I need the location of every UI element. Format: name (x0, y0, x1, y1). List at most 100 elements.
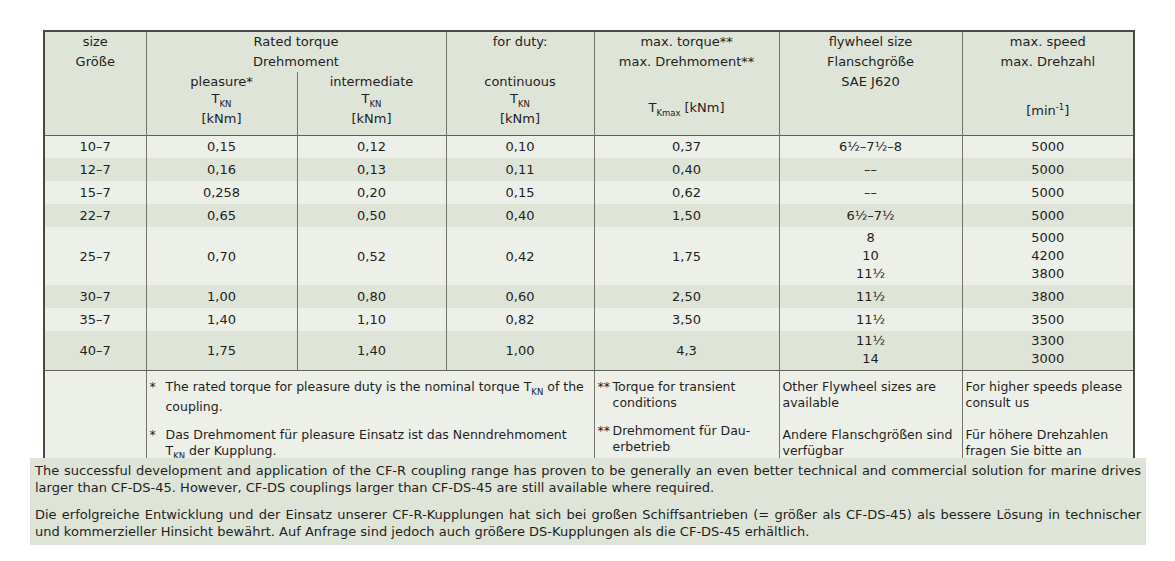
footnote-marker: ** (598, 423, 613, 455)
pleasure-torque-cell: 1,75 (146, 331, 297, 370)
flywheel-size-cell: –– (779, 181, 962, 204)
unit-knm: [kNm] (147, 111, 297, 126)
footnote-speed-en: For higher speeds please consult us (966, 379, 1130, 411)
description-block: The successful development and applicati… (30, 458, 1146, 545)
max-speed-cell: 5000 (962, 135, 1134, 158)
unit-knm: [kNm] (447, 111, 594, 126)
max-torque-cell: 1,75 (594, 227, 779, 285)
pleasure-torque-cell: 1,40 (146, 308, 297, 331)
continuous-torque-cell: 0,42 (446, 227, 594, 285)
table-row-10-7: 10–7 0,15 0,12 0,10 0,37 6½–7½–8 5000 (44, 135, 1134, 158)
unit-knm: [kNm] (298, 111, 446, 126)
header-max-torque-de: max. Drehmoment** (595, 52, 779, 72)
footnote-flywheel-en: Other Flywheel sizes are available (783, 379, 958, 411)
footnote-rated-torque-en: * The rated torque for pleasure duty is … (150, 379, 590, 416)
max-speed-cell: 3800 (962, 285, 1134, 308)
table-header: size Größe Rated torque Drehmoment for d… (44, 31, 1134, 135)
coupling-spec-table: size Größe Rated torque Drehmoment for d… (43, 30, 1135, 478)
header-flywheel-size: flywheel size Flanschgröße SAE J620 (779, 31, 962, 135)
subheader-intermediate-label: intermediate (298, 72, 446, 92)
header-for-duty: for duty: continuous TKN [kNm] (446, 31, 594, 135)
flywheel-size-cell: 6½–7½–8 (779, 135, 962, 158)
unit-min: [min-1] (963, 100, 1134, 118)
subheader-pleasure-label: pleasure* (147, 72, 297, 92)
intermediate-torque-cell: 0,13 (297, 158, 446, 181)
header-size-de: Größe (45, 52, 146, 72)
pleasure-torque-cell: 0,16 (146, 158, 297, 181)
table-row-12-7: 12–7 0,16 0,13 0,11 0,40 –– 5000 (44, 158, 1134, 181)
symbol-tkmax-unit: TKmax[kNm] (595, 100, 779, 121)
flywheel-size-cell: 11½ (779, 308, 962, 331)
subheader-continuous-label: continuous (447, 72, 594, 92)
pleasure-torque-cell: 0,258 (146, 181, 297, 204)
table-row-22-7: 22–7 0,65 0,50 0,40 1,50 6½–7½ 5000 (44, 204, 1134, 227)
size-cell: 12–7 (44, 158, 146, 181)
subheader-intermediate: intermediate TKN [kNm] (297, 72, 446, 135)
header-max-speed-de: max. Drehzahl (963, 52, 1134, 72)
header-for-duty-label: for duty: (447, 32, 594, 52)
flywheel-size-cell: 11½ (779, 285, 962, 308)
table-row-25-7: 25–7 0,70 0,52 0,42 1,75 8 10 11½ 5000 4… (44, 227, 1134, 285)
header-row-1: size Größe Rated torque Drehmoment for d… (44, 31, 1134, 72)
symbol-tkn: TKN (147, 92, 297, 111)
continuous-torque-cell: 0,60 (446, 285, 594, 308)
flywheel-size-cell: –– (779, 158, 962, 181)
max-speed-cell: 3300 3000 (962, 331, 1134, 370)
header-flywheel-standard: SAE J620 (780, 72, 962, 92)
size-cell: 22–7 (44, 204, 146, 227)
intermediate-torque-cell: 1,10 (297, 308, 446, 331)
symbol-tkn: TKN (447, 92, 594, 111)
pleasure-torque-cell: 0,70 (146, 227, 297, 285)
intermediate-torque-cell: 0,20 (297, 181, 446, 204)
max-torque-cell: 0,37 (594, 135, 779, 158)
continuous-torque-cell: 0,11 (446, 158, 594, 181)
continuous-torque-cell: 0,10 (446, 135, 594, 158)
max-torque-cell: 2,50 (594, 285, 779, 308)
max-torque-cell: 3,50 (594, 308, 779, 331)
footnote-marker: * (150, 379, 166, 416)
footnote-max-torque-en: ** Torque for transient conditions (598, 379, 775, 411)
header-rated-torque: Rated torque Drehmoment (146, 31, 446, 72)
flywheel-size-cell: 6½–7½ (779, 204, 962, 227)
continuous-torque-cell: 0,82 (446, 308, 594, 331)
continuous-torque-cell: 1,00 (446, 331, 594, 370)
header-max-torque: max. torque** max. Drehmoment** TKmax[kN… (594, 31, 779, 135)
max-speed-cell: 5000 (962, 204, 1134, 227)
description-paragraph-de: Die erfolgreiche Entwicklung und der Ein… (35, 506, 1141, 540)
header-max-speed: max. speed max. Drehzahl [min-1] (962, 31, 1134, 135)
table-row-15-7: 15–7 0,258 0,20 0,15 0,62 –– 5000 (44, 181, 1134, 204)
header-rated-torque-en: Rated torque (147, 32, 446, 52)
header-max-speed-en: max. speed (963, 32, 1134, 52)
header-max-torque-en: max. torque** (595, 32, 779, 52)
symbol-tkn: TKN (298, 92, 446, 111)
size-cell: 10–7 (44, 135, 146, 158)
max-speed-cell: 3500 (962, 308, 1134, 331)
max-speed-cell: 5000 (962, 158, 1134, 181)
pleasure-torque-cell: 0,15 (146, 135, 297, 158)
intermediate-torque-cell: 0,80 (297, 285, 446, 308)
table-row-35-7: 35–7 1,40 1,10 0,82 3,50 11½ 3500 (44, 308, 1134, 331)
flywheel-size-cell: 8 10 11½ (779, 227, 962, 285)
max-torque-cell: 1,50 (594, 204, 779, 227)
pleasure-torque-cell: 1,00 (146, 285, 297, 308)
header-flywheel-en: flywheel size (780, 32, 962, 52)
intermediate-torque-cell: 0,52 (297, 227, 446, 285)
footnote-max-torque-de: ** Drehmoment für Dau­erbetrieb (598, 423, 775, 455)
max-speed-cell: 5000 (962, 181, 1134, 204)
max-torque-cell: 4,3 (594, 331, 779, 370)
max-torque-cell: 0,40 (594, 158, 779, 181)
description-paragraph-en: The successful development and applicati… (35, 462, 1141, 496)
header-rated-torque-de: Drehmoment (147, 52, 446, 72)
footnote-flywheel-de: Andere Flanschgrößen sind verfügbar (783, 427, 958, 459)
continuous-torque-cell: 0,15 (446, 181, 594, 204)
footnote-speed-de: Für höhere Drehzahlen fragen Sie bitte a… (966, 427, 1130, 459)
size-cell: 25–7 (44, 227, 146, 285)
size-cell: 30–7 (44, 285, 146, 308)
table-row-30-7: 30–7 1,00 0,80 0,60 2,50 11½ 3800 (44, 285, 1134, 308)
size-cell: 40–7 (44, 331, 146, 370)
header-size: size Größe (44, 31, 146, 135)
table-row-40-7: 40–7 1,75 1,40 1,00 4,3 11½ 14 3300 3000 (44, 331, 1134, 370)
intermediate-torque-cell: 1,40 (297, 331, 446, 370)
flywheel-size-cell: 11½ 14 (779, 331, 962, 370)
subheader-pleasure: pleasure* TKN [kNm] (146, 72, 297, 135)
